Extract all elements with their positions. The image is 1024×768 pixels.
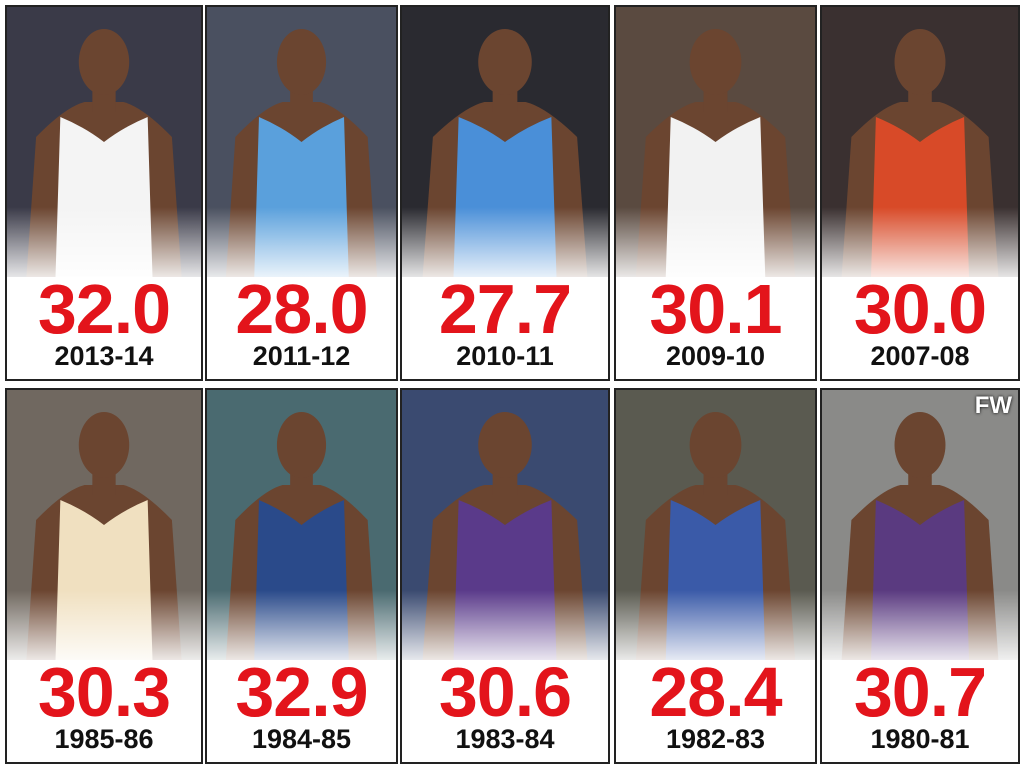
player-card: 30.3 1985-86 <box>5 388 203 764</box>
player-card: 32.9 1984-85 <box>205 388 398 764</box>
player-card: 32.0 2013-14 <box>5 5 203 381</box>
stat-value: 30.3 <box>37 653 171 731</box>
photo-fade <box>7 207 201 287</box>
season-label: 2010-11 <box>456 341 554 371</box>
player-card: 28.4 1982-83 <box>614 388 817 764</box>
stat-value: 28.0 <box>235 270 368 348</box>
season-label: 1980-81 <box>870 724 970 754</box>
photo-fade <box>207 207 396 287</box>
season-label: 1983-84 <box>455 724 555 754</box>
watermark: FW <box>974 392 1012 419</box>
photo-fade <box>402 207 608 287</box>
photo-fade <box>616 590 815 670</box>
season-label: 1985-86 <box>54 724 154 754</box>
photo-fade <box>207 590 396 670</box>
season-label: 2009-10 <box>665 341 766 371</box>
player-card: 30.6 1983-84 <box>400 388 610 764</box>
photo-fade <box>822 590 1018 670</box>
stat-value: 32.9 <box>235 653 368 731</box>
stat-value: 28.4 <box>649 653 782 731</box>
season-label: 2007-08 <box>870 341 970 371</box>
season-label: 2013-14 <box>54 341 154 371</box>
stat-value: 30.1 <box>649 270 782 348</box>
photo-fade <box>7 590 201 670</box>
stat-value: 30.0 <box>853 270 987 348</box>
photo-fade <box>616 207 815 287</box>
player-card: 30.1 2009-10 <box>614 5 817 381</box>
photo-fade <box>402 590 608 670</box>
season-label: 1984-85 <box>251 724 352 754</box>
stat-value: 30.6 <box>438 653 572 731</box>
photo-fade <box>822 207 1018 287</box>
stat-value: 30.7 <box>853 653 987 731</box>
player-card: 30.7 1980-81 <box>820 388 1020 764</box>
season-label: 1982-83 <box>665 724 766 754</box>
stat-value: 32.0 <box>37 270 171 348</box>
stat-value: 27.7 <box>438 270 572 348</box>
player-card: 27.7 2010-11 <box>400 5 610 381</box>
player-card: 28.0 2011-12 <box>205 5 398 381</box>
season-label: 2011-12 <box>252 341 351 371</box>
player-card: 30.0 2007-08 <box>820 5 1020 381</box>
